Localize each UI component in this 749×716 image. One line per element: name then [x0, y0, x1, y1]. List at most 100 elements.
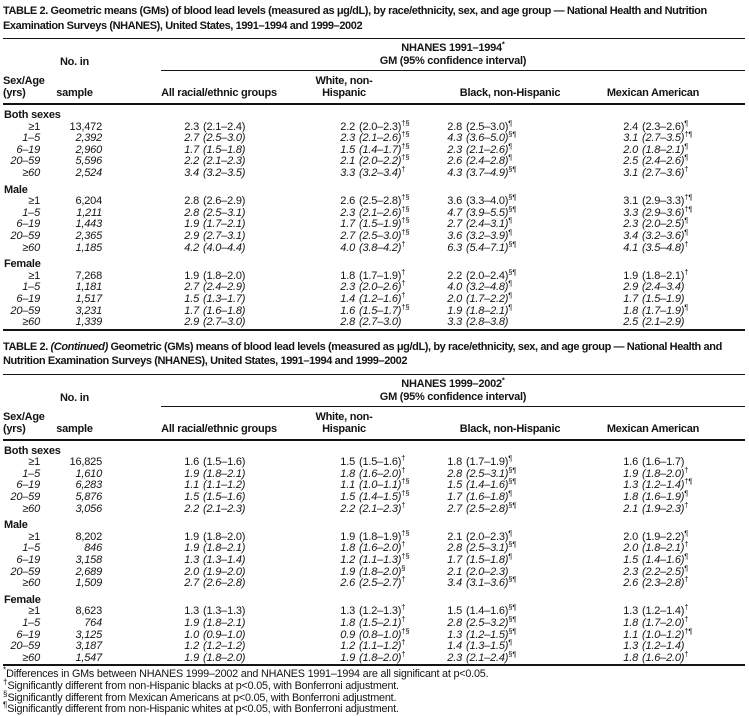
confidence-interval: (3.1–3.6)§¶	[466, 574, 517, 590]
footnote-marker: †§	[401, 488, 410, 498]
section-label-row: Male	[3, 180, 745, 197]
confidence-interval: (1.8–1.9)†§	[359, 528, 410, 543]
gm-value: 1.9	[623, 269, 638, 282]
age-group-cell: 6–19	[16, 479, 40, 492]
sample-size-cell: 846	[84, 542, 102, 555]
gm-ci-cell: 1.3 (1.2–1.4)†¶	[571, 478, 745, 492]
footnote-marker: ¶	[508, 528, 513, 538]
gm-value: 1.5	[340, 491, 355, 504]
gm-value: 1.5	[623, 554, 638, 567]
gm-ci-cell: 2.6 (2.5–2.7)†	[299, 575, 441, 590]
col-header-all-groups: All racial/ethnic groups	[103, 406, 299, 441]
age-group-cell: 20–59	[10, 491, 40, 504]
table-row: 6–19 3,125 1.0 (0.9–1.0) 0.9 (0.8–1.0)†§ 1.3 (1…	[3, 625, 745, 642]
confidence-interval: (1.7–2.0)†	[642, 614, 689, 629]
age-group-cell: 6–19	[16, 554, 40, 567]
gm-value: 3.3	[447, 316, 462, 329]
confidence-interval: (1.0–1.1)†§	[359, 476, 410, 492]
empty-cell	[3, 374, 46, 407]
gm-value: 2.1	[447, 530, 462, 543]
gm-value: 1.7	[447, 491, 462, 504]
gm-value: 1.9	[447, 304, 462, 317]
age-group-cell: ≥1	[28, 605, 40, 618]
footnote-marker: †	[401, 614, 406, 624]
footnote-marker: §¶	[508, 539, 517, 549]
confidence-interval: (1.8–2.0)§	[359, 562, 406, 578]
gm-ci-cell: 1.7 (1.5–1.9)†§	[299, 215, 441, 231]
footnote-marker: †	[684, 164, 689, 174]
confidence-interval: (2.1–2.4)§¶	[466, 649, 517, 664]
table-nhanes-1991-1994: No. in NHANES 1991–1994* GM (95% confide…	[3, 38, 745, 331]
table-row: 20–59 2,365 2.9 (2.7–3.1) 2.7 (2.5–3.0)†§ 3.6 (…	[3, 227, 745, 243]
gm-value: 6.3	[447, 241, 462, 254]
gm-value: 1.5	[340, 143, 355, 156]
gm-ci-cell: 3.1 (2.7–3.5)†¶	[571, 130, 745, 145]
gm-value: 1.8	[340, 617, 355, 629]
footnote-marker: ¶	[508, 152, 513, 162]
confidence-interval: (0.8–1.0)†§	[359, 625, 410, 641]
gm-value: 2.7	[340, 229, 355, 242]
footnote-marker: †§	[401, 192, 410, 202]
gm-value: 2.6	[340, 195, 355, 208]
gm-value: 2.0	[623, 143, 638, 156]
gm-value: 1.5	[184, 292, 199, 305]
section-label-row: Both sexes	[3, 440, 745, 458]
gm-ci-cell: 2.2 (2.1–2.3)†	[299, 501, 441, 516]
gm-ci-cell: 2.2 (2.0–2.4)§¶	[441, 268, 571, 283]
gm-value: 2.3	[447, 651, 462, 664]
age-group-cell: 6–19	[16, 292, 40, 305]
age-group-cell: 20–59	[10, 640, 40, 653]
gm-value: 2.1	[623, 502, 638, 515]
gm-value: 2.2	[184, 155, 199, 168]
footnote-marker: †	[401, 453, 406, 463]
confidence-interval: (2.7–3.6)†	[642, 164, 689, 179]
col-header-sex-age: Sex/Age (yrs)	[3, 71, 46, 105]
confidence-interval: (1.6–1.9)¶	[642, 488, 689, 504]
gm-ci-cell: 4.3 (3.7–4.9)§¶	[441, 165, 571, 180]
table-row: 6–19 6,283 1.1 (1.1–1.2) 1.1 (1.0–1.1)†§ 1.5 (1…	[3, 476, 745, 492]
footnote-text: Significantly different from non-Hispani…	[7, 679, 399, 692]
footnote-marker: †§	[401, 551, 410, 561]
gm-value: 1.7	[184, 143, 199, 156]
gm-ci-cell: 2.0 (1.8–2.1)†	[571, 541, 745, 555]
gm-ci-cell: 2.8 (2.5–3.1)	[103, 207, 299, 220]
confidence-interval: (2.0–2.3)	[466, 565, 509, 578]
sample-size-cell: 1,443	[75, 218, 102, 231]
confidence-interval: (1.7–1.9)†	[359, 267, 406, 282]
gm-ci-cell: 1.8 (1.7–2.0)†	[571, 614, 745, 630]
gm-value: 1.8	[623, 651, 638, 664]
confidence-interval: (2.2–2.5)¶	[642, 562, 689, 578]
section-label: Female	[4, 593, 41, 606]
section-label: Male	[4, 183, 28, 196]
gm-value: 1.9	[184, 218, 199, 231]
col-header-mexican-american: Mexican American	[571, 406, 745, 441]
section-label-row: Both sexes	[3, 104, 745, 122]
footnote-marker: †§	[401, 215, 410, 225]
gm-ci-cell: 1.1 (1.1–1.2)	[103, 480, 299, 492]
gm-ci-cell: 2.1 (2.0–2.2)†§	[299, 153, 441, 168]
footnote-marker: §¶	[508, 267, 517, 277]
footnote-marker: †¶	[684, 625, 693, 635]
footnote-marker: §¶	[508, 465, 517, 475]
gm-value: 1.7	[623, 292, 638, 305]
confidence-interval: (1.3–1.5)¶	[466, 637, 513, 653]
gm-value: 1.6	[623, 456, 638, 469]
confidence-interval: (1.5–1.8)	[203, 143, 246, 156]
footnote-marker: §	[401, 562, 406, 572]
gm-ci-cell: 0.9 (0.8–1.0)†§	[299, 625, 441, 642]
gm-value: 2.9	[184, 316, 199, 329]
confidence-interval: (1.7–1.9)¶	[642, 301, 689, 317]
gm-value: 1.7	[340, 218, 355, 231]
sample-size-cell: 3,158	[75, 554, 102, 567]
confidence-interval: (2.7–3.0)	[359, 316, 402, 329]
gm-ci-cell: 1.9 (1.8–2.1)†	[571, 268, 745, 283]
footnote-marker: ¶	[684, 488, 689, 498]
age-group-cell: ≥60	[22, 166, 40, 179]
gm-ci-cell: 1.9 (1.8–2.1)	[103, 543, 299, 555]
gm-ci-cell: 3.4 (3.1–3.6)§¶	[441, 574, 571, 590]
confidence-interval: (3.2–3.6)¶	[642, 227, 689, 242]
gm-value: 4.0	[340, 241, 355, 254]
sample-size-cell: 6,204	[75, 195, 102, 208]
confidence-interval: (2.5–3.0)†§	[359, 227, 410, 242]
footnote-marker: §¶	[508, 164, 517, 174]
